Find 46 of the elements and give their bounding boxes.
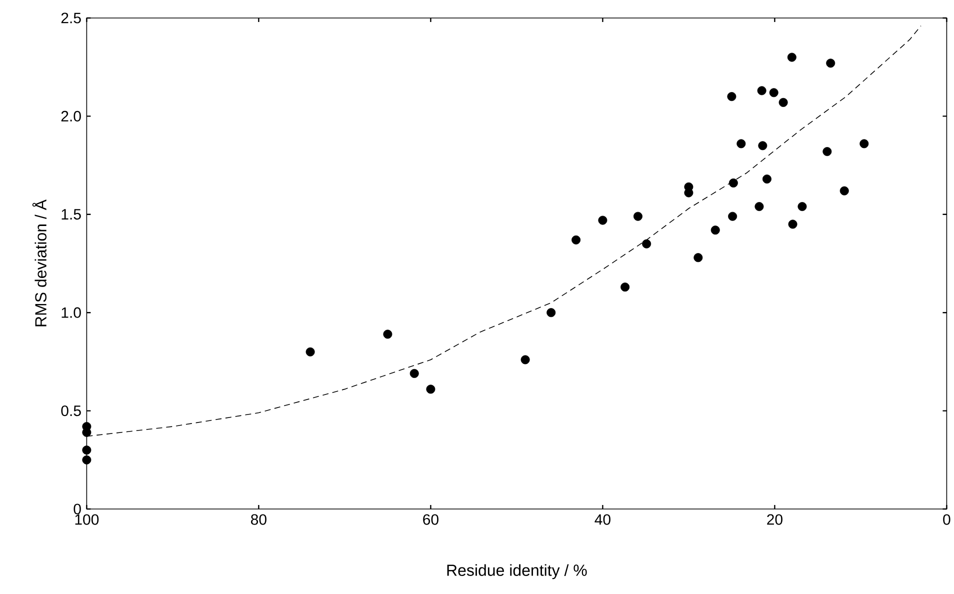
- point: [758, 141, 768, 150]
- point: [710, 226, 720, 235]
- point: [754, 202, 764, 212]
- y-tick-label: 0: [74, 504, 81, 514]
- point: [383, 330, 392, 339]
- point: [757, 86, 766, 96]
- y-tick-label: 0.5: [61, 405, 81, 416]
- point: [787, 52, 796, 62]
- point: [728, 212, 738, 221]
- x-tick-label: 80: [251, 514, 266, 525]
- y-tick-label: 2.5: [61, 12, 81, 24]
- point: [520, 355, 530, 364]
- x-tick-label: 100: [75, 514, 99, 525]
- point: [788, 220, 798, 229]
- point: [82, 455, 92, 464]
- point: [769, 88, 778, 98]
- point: [840, 186, 849, 196]
- point: [822, 147, 832, 156]
- point: [633, 212, 642, 221]
- y-axis-title: RMS deviation / Å: [32, 200, 46, 326]
- point: [762, 174, 772, 184]
- y-tick-label: 1.5: [62, 209, 81, 220]
- x-tick-label: 20: [767, 514, 782, 525]
- point: [410, 368, 419, 378]
- point: [728, 178, 738, 188]
- point: [694, 253, 703, 262]
- point: [736, 139, 746, 148]
- point: [82, 446, 92, 455]
- x-axis-title: Residue identity / %: [447, 564, 587, 580]
- point: [727, 92, 736, 102]
- y-tick-label: 2.0: [61, 110, 81, 122]
- point: [598, 216, 608, 225]
- point: [642, 239, 652, 248]
- point: [620, 282, 630, 292]
- point: [798, 202, 807, 212]
- point: [426, 384, 436, 394]
- y-tick-label: 1.0: [62, 307, 81, 318]
- point: [826, 58, 836, 68]
- x-tick-label: 40: [594, 514, 610, 525]
- x-tick-label: 0: [943, 514, 950, 525]
- point: [306, 347, 315, 356]
- point: [860, 139, 869, 148]
- point: [546, 308, 556, 318]
- point: [778, 98, 788, 107]
- x-tick-label: 60: [423, 514, 438, 525]
- point: [572, 235, 581, 244]
